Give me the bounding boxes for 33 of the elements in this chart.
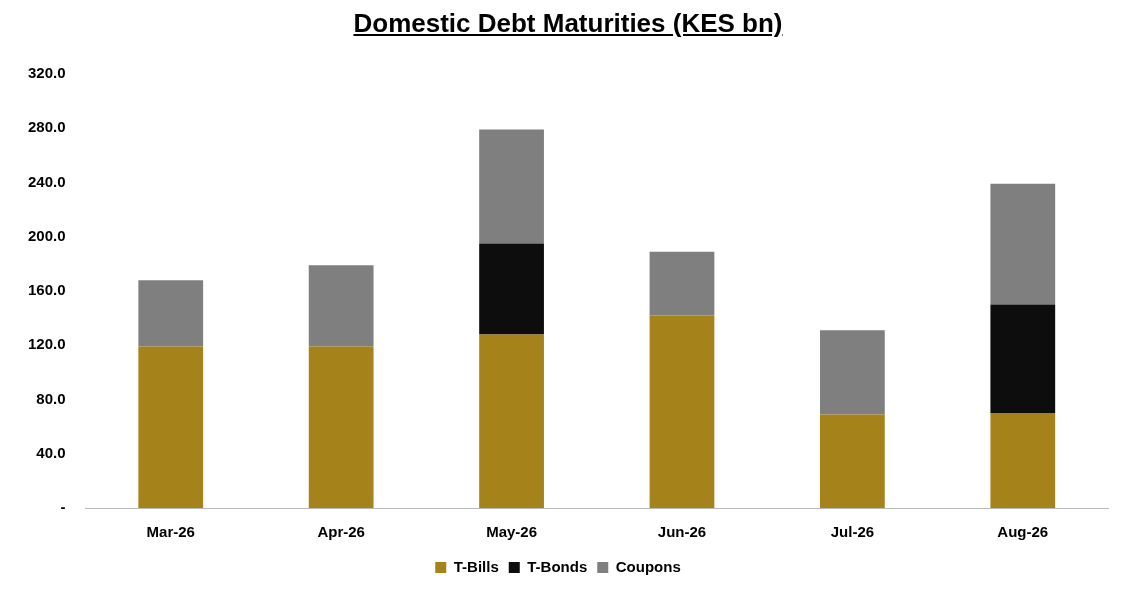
bar <box>820 414 885 508</box>
y-tick-label: 240.0 <box>27 172 66 190</box>
bar <box>649 315 715 508</box>
x-tick-label: Mar-26 <box>146 523 195 541</box>
legend-label: T-Bills <box>453 557 499 575</box>
y-tick-label: 200.0 <box>27 226 66 244</box>
x-tick-label: Apr-26 <box>317 523 365 541</box>
y-tick-label: 320.0 <box>27 64 66 82</box>
x-tick-label: Jul-26 <box>830 523 875 541</box>
bar <box>649 251 715 316</box>
bar <box>479 334 544 508</box>
bar <box>308 265 374 347</box>
bar <box>308 346 374 508</box>
legend-label: T-Bonds <box>527 557 588 575</box>
bar <box>990 304 1056 414</box>
bar <box>820 330 885 415</box>
y-tick-label: 280.0 <box>27 118 66 136</box>
bar <box>479 243 544 335</box>
y-tick-label: 120.0 <box>27 335 66 353</box>
bar <box>138 280 204 347</box>
chart-title: Domestic Debt Maturities (KES bn) <box>352 8 784 39</box>
y-tick-label: 40.0 <box>36 443 66 461</box>
legend-label: Coupons <box>615 557 681 575</box>
bar <box>990 413 1056 508</box>
y-tick-label: 160.0 <box>27 281 66 299</box>
bar <box>479 129 544 244</box>
bar <box>990 183 1056 305</box>
x-tick-label: Jun-26 <box>657 523 707 541</box>
y-tick-label: - <box>60 498 66 516</box>
x-tick-label: May-26 <box>486 523 537 541</box>
bar <box>138 346 204 508</box>
y-tick-label: 80.0 <box>36 389 66 407</box>
x-tick-label: Aug-26 <box>997 523 1049 541</box>
